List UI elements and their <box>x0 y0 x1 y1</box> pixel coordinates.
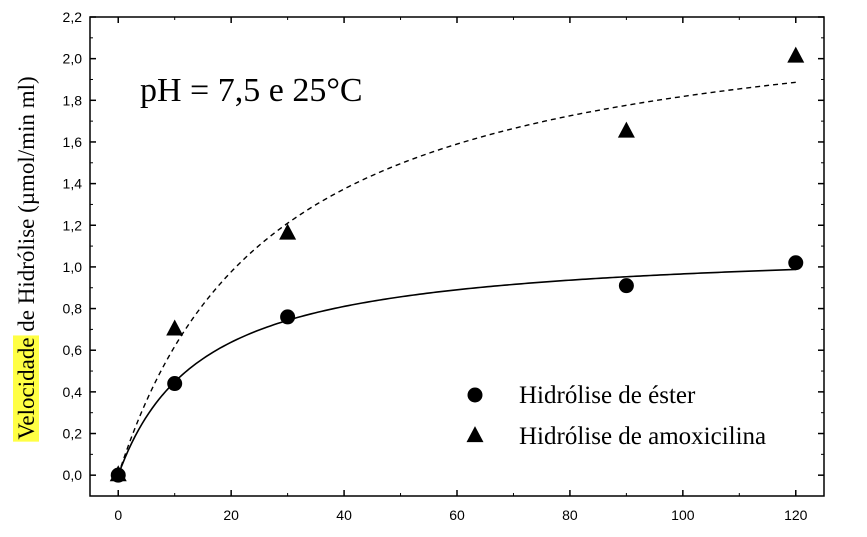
x-tick-label: 100 <box>671 507 695 523</box>
y-tick-labels: 0,0 0,2 0,4 0,6 0,8 1,0 1,2 1,4 1,6 1,8 2,0 2,2 <box>63 9 83 483</box>
legend-label: Hidrólise de amoxicilina <box>519 423 766 450</box>
y-tick-label: 1,4 <box>63 176 83 192</box>
x-tick-label: 0 <box>114 507 122 523</box>
y-tick-label: 2,0 <box>63 51 83 67</box>
y-axis-title-text: Velocidade de Hidrólise (µmol/min ml) <box>14 76 39 439</box>
x-tick-label: 120 <box>784 507 808 523</box>
y-tick-label: 2,2 <box>63 9 83 25</box>
y-tick-label: 1,0 <box>63 259 83 275</box>
plot-frame <box>89 16 825 497</box>
circle-data-point <box>167 376 183 392</box>
legend: Hidrólise de éster Hidrólise de amoxicili… <box>466 382 766 450</box>
fit-curves <box>117 81 796 476</box>
y-axis-title-rest: de Hidrólise (µmol/min ml) <box>14 76 39 337</box>
fit-curve-triangle <box>117 81 796 476</box>
circle-data-point <box>788 255 804 271</box>
circle-data-point <box>618 278 634 294</box>
circle-data-point <box>110 467 126 483</box>
triangle-data-point <box>617 121 635 138</box>
y-tick-label: 1,8 <box>63 92 83 108</box>
y-axis-title-highlight-text: Velocidade <box>14 337 39 439</box>
x-tick-label: 80 <box>562 507 578 523</box>
axis-ticks <box>90 16 824 496</box>
x-tick-label: 40 <box>336 507 352 523</box>
x-tick-labels: 0 20 40 60 80 100 120 <box>114 507 807 523</box>
x-tick-label: 20 <box>223 507 239 523</box>
y-tick-label: 0,2 <box>63 426 83 442</box>
x-tick-label: 60 <box>449 507 465 523</box>
y-axis-title: Velocidade de Hidrólise (µmol/min ml) <box>13 76 39 442</box>
triangle-data-point <box>166 319 184 336</box>
legend-label: Hidrólise de éster <box>519 382 696 409</box>
legend-triangle-marker <box>466 426 484 443</box>
triangle-data-point <box>787 46 805 63</box>
data-points <box>109 46 805 483</box>
circle-data-point <box>280 309 296 325</box>
y-tick-label: 1,2 <box>63 217 83 233</box>
triangle-data-point <box>279 223 297 240</box>
legend-circle-marker <box>467 387 483 403</box>
fit-curve-circle <box>117 268 796 476</box>
y-tick-label: 0,6 <box>63 342 83 358</box>
y-tick-label: 0,8 <box>63 301 83 317</box>
y-tick-label: 0,0 <box>63 467 83 483</box>
y-axis-title-highlight <box>13 335 39 442</box>
chart-annotation: pH = 7,5 e 25°C <box>140 72 363 109</box>
y-tick-label: 1,6 <box>63 134 83 150</box>
y-tick-label: 0,4 <box>63 384 83 400</box>
